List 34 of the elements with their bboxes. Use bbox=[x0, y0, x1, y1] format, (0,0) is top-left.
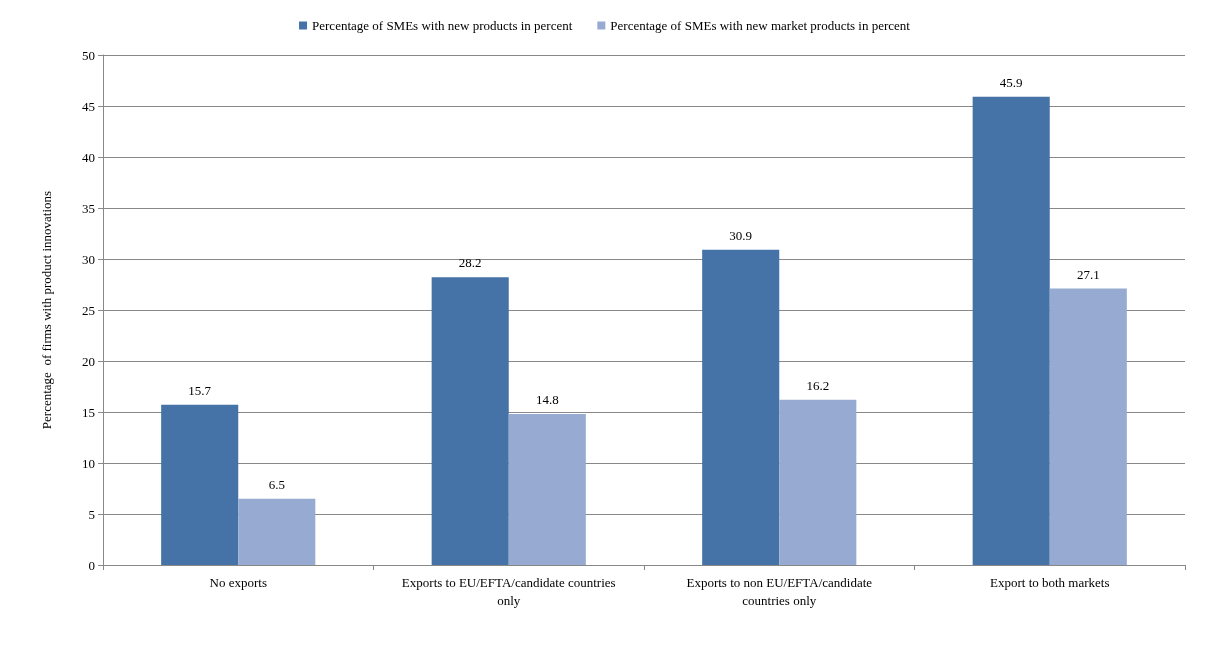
bar bbox=[779, 399, 857, 565]
data-label: 30.9 bbox=[729, 227, 753, 243]
legend-label: Percentage of SMEs with new market products in percent bbox=[610, 18, 911, 33]
data-label: 14.8 bbox=[535, 392, 559, 408]
data-label: 6.5 bbox=[268, 476, 285, 492]
data-label: 27.1 bbox=[1076, 266, 1100, 282]
y-tick-label: 25 bbox=[82, 302, 95, 318]
y-tick-label: 5 bbox=[88, 506, 95, 522]
y-tick-label: 50 bbox=[82, 47, 95, 63]
y-tick-label: 30 bbox=[82, 251, 95, 267]
data-label: 45.9 bbox=[999, 74, 1023, 90]
y-tick-label: 10 bbox=[82, 455, 95, 471]
y-axis-title: Percentage of firms with product innovations bbox=[39, 190, 54, 430]
y-tick-label: 40 bbox=[82, 149, 95, 165]
data-label: 16.2 bbox=[806, 377, 830, 393]
bar bbox=[238, 498, 316, 565]
x-tick-label: Exports to non EU/EFTA/candidate countries only bbox=[686, 574, 873, 608]
x-tick-label: Export to both markets bbox=[989, 574, 1110, 590]
bar bbox=[431, 277, 509, 565]
x-tick-label: Exports to EU/EFTA/candidate countries only bbox=[401, 574, 616, 608]
data-label: 28.2 bbox=[458, 255, 482, 271]
x-tick-label: No exports bbox=[209, 574, 267, 590]
y-tick-label: 45 bbox=[82, 98, 95, 114]
bar bbox=[702, 249, 780, 565]
y-tick-label: 20 bbox=[82, 353, 95, 369]
data-label: 15.7 bbox=[188, 382, 212, 398]
y-tick-label: 0 bbox=[88, 557, 95, 573]
bar bbox=[972, 96, 1050, 565]
bar bbox=[508, 414, 586, 565]
y-tick-label: 35 bbox=[82, 200, 95, 216]
legend-label: Percentage of SMEs with new products in percent bbox=[312, 18, 573, 33]
y-tick-label: 15 bbox=[82, 404, 95, 420]
bar bbox=[1049, 288, 1127, 565]
bar bbox=[161, 404, 239, 565]
